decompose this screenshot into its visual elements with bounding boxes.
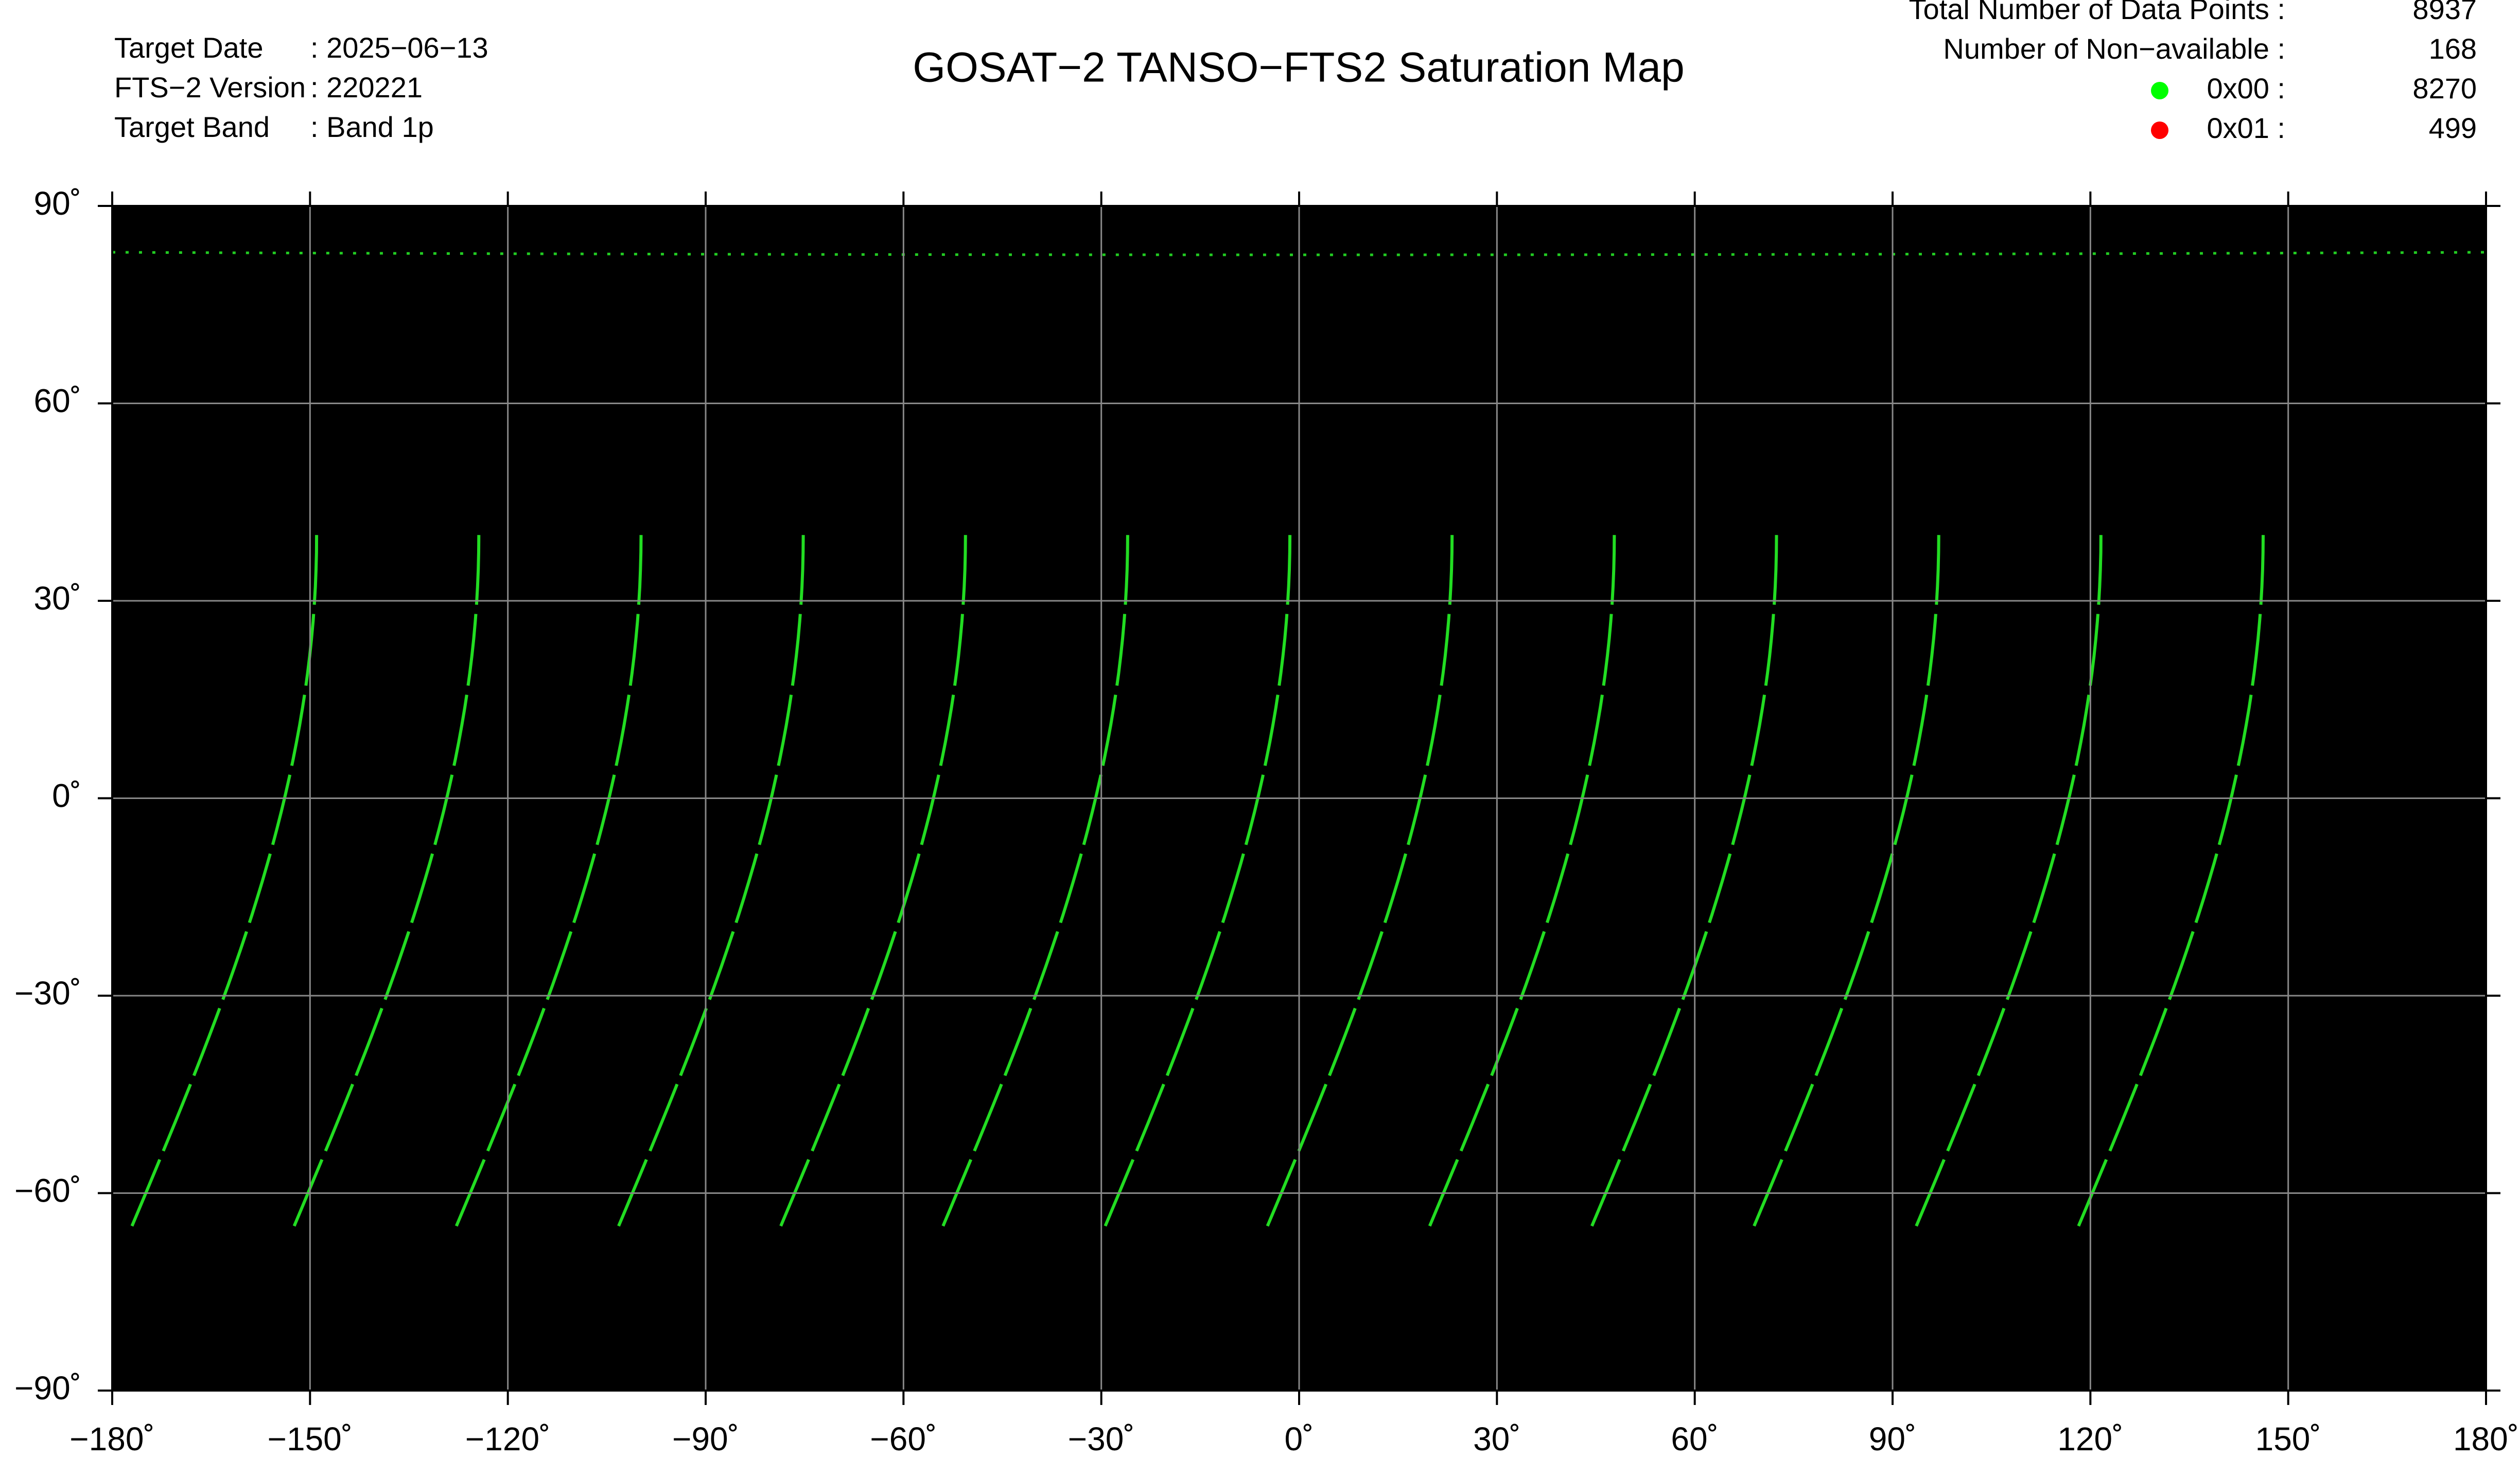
x-tick-label: −180˚: [69, 1420, 154, 1457]
x-tick-label: 60˚: [1671, 1420, 1719, 1457]
legend-dot: [2151, 82, 2168, 99]
stat-label: Number of Non−available :: [1943, 32, 2285, 65]
y-tick-label: 60˚: [34, 382, 82, 419]
stat-value: 168: [2429, 32, 2477, 65]
track: [941, 535, 1129, 1227]
x-tick-label: −30˚: [1068, 1420, 1135, 1457]
y-tick-label: 90˚: [34, 185, 82, 222]
stat-label: Total Number of Data Points :: [1909, 0, 2285, 25]
y-tick-label: 0˚: [52, 777, 81, 814]
info-label: FTS−2 Version: [114, 71, 306, 103]
x-tick-label: −60˚: [870, 1420, 937, 1457]
info-value: : Band 1p: [310, 111, 434, 143]
x-tick-label: −90˚: [672, 1420, 739, 1457]
map-title: GOSAT−2 TANSO−FTS2 Saturation Map: [913, 44, 1684, 91]
map-frame: [111, 205, 2487, 1392]
x-tick-label: −120˚: [465, 1420, 550, 1457]
info-value: : 220221: [310, 71, 423, 103]
x-tick-label: 30˚: [1473, 1420, 1521, 1457]
legend-dot: [2151, 121, 2168, 139]
y-tick-label: −30˚: [14, 975, 81, 1012]
x-tick-label: 120˚: [2057, 1420, 2123, 1457]
x-tick-label: −150˚: [268, 1420, 353, 1457]
track: [1104, 535, 1292, 1227]
track: [1428, 535, 1616, 1227]
stat-value: 8937: [2412, 0, 2477, 25]
track: [1266, 535, 1454, 1227]
info-label: Target Band: [114, 111, 270, 143]
info-label: Target Date: [114, 31, 264, 64]
stat-value: 499: [2429, 112, 2477, 144]
track: [454, 535, 643, 1227]
x-tick-label: 180˚: [2453, 1420, 2519, 1457]
x-tick-label: 150˚: [2255, 1420, 2321, 1457]
track: [292, 535, 481, 1227]
x-tick-label: 0˚: [1285, 1420, 1314, 1457]
y-tick-label: −90˚: [14, 1369, 81, 1407]
info-value: : 2025−06−13: [310, 31, 488, 64]
ground-tracks: [112, 251, 2487, 1227]
track: [779, 535, 967, 1227]
stat-label: 0x01 :: [2207, 112, 2285, 144]
stat-value: 8270: [2412, 72, 2477, 105]
y-tick-label: −60˚: [14, 1172, 81, 1209]
track: [1915, 535, 2103, 1227]
track: [1753, 535, 1940, 1227]
track: [2077, 535, 2265, 1227]
track: [617, 535, 805, 1227]
grid: [98, 192, 2500, 1405]
y-tick-label: 30˚: [34, 580, 82, 617]
x-tick-label: 90˚: [1869, 1420, 1917, 1457]
track: [1590, 535, 1778, 1227]
stat-label: 0x00 :: [2207, 72, 2285, 105]
